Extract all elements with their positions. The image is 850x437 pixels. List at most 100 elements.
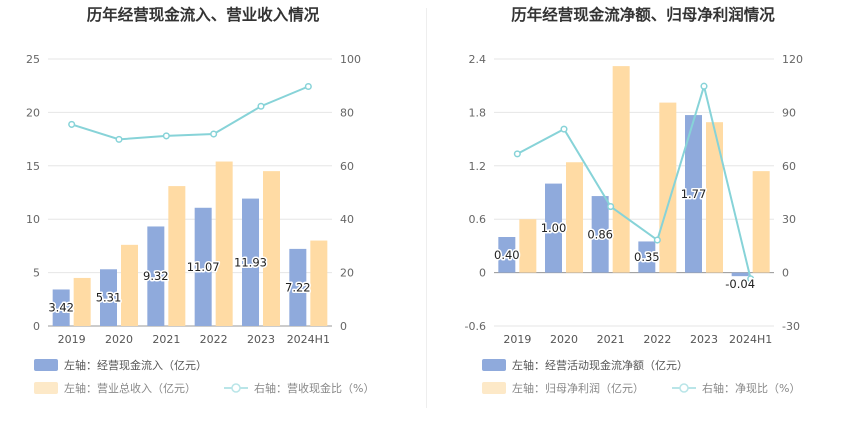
right-axis-tick-label: 90 [782, 106, 796, 119]
left-axis-tick-label: 5 [33, 267, 40, 280]
bar-data-label: 1.77 [681, 187, 707, 201]
left-axis-tick-label: 0 [33, 320, 40, 333]
bar-primary [100, 269, 117, 326]
legend-label: 右轴：营收现金比（%） [254, 381, 374, 395]
bar-secondary [612, 66, 630, 273]
bar-primary [591, 196, 609, 273]
x-axis-tick-label: 2021 [152, 333, 180, 346]
bar-data-label: 11.93 [234, 255, 267, 269]
bar-secondary [310, 240, 328, 326]
x-axis-tick-label: 2022 [200, 333, 228, 346]
bar-secondary [121, 244, 138, 326]
bar-data-label: 1.00 [541, 221, 567, 235]
chart-title: 历年经营现金流入、营业收入情况 [87, 5, 320, 24]
legend-line-marker [679, 383, 689, 393]
left-axis-tick-label: 1.8 [469, 106, 487, 119]
bar-secondary [215, 161, 233, 326]
bar-secondary [752, 171, 770, 273]
legend-swatch [482, 382, 506, 394]
right-axis-tick-label: 60 [782, 160, 796, 173]
ratio-point [162, 132, 170, 140]
left-axis-tick-label: 1.2 [469, 160, 487, 173]
ratio-point [513, 150, 521, 158]
right-axis-tick-label: 0 [340, 320, 347, 333]
ratio-point [700, 82, 708, 90]
legend-label: 左轴：归母净利润（亿元） [512, 381, 644, 395]
left-axis-tick-label: 20 [26, 106, 40, 119]
left-axis-tick-label: -0.6 [465, 320, 486, 333]
legend-swatch [482, 359, 506, 371]
legend-line-marker [231, 383, 241, 393]
bar-secondary [263, 171, 280, 326]
x-axis-tick-label: 2022 [643, 333, 671, 346]
bar-data-label: 5.31 [96, 291, 122, 305]
bar-data-label: 7.22 [285, 280, 311, 294]
right-axis-tick-label: 0 [782, 267, 789, 280]
x-axis-tick-label: 2024H1 [729, 333, 772, 346]
bar-secondary [659, 102, 677, 273]
x-axis-tick-label: 2020 [550, 333, 578, 346]
right-axis-tick-label: 40 [340, 213, 354, 226]
x-axis-tick-label: 2019 [503, 333, 531, 346]
legend-swatch [34, 359, 58, 371]
bar-primary [147, 226, 165, 326]
bar-data-label: 11.07 [187, 260, 220, 274]
x-axis-tick-label: 2023 [247, 333, 275, 346]
chart-title: 历年经营现金流净额、归母净利润情况 [511, 5, 775, 24]
x-axis-tick-label: 2024H1 [287, 333, 330, 346]
x-axis-tick-label: 2021 [597, 333, 625, 346]
net-cashflow-profit-chart: 历年经营现金流净额、归母净利润情况 -0.6 0 0.6 1.2 1.8 2.4 -30 0 30… [465, 5, 803, 395]
ratio-point [68, 120, 76, 128]
x-axis-tick-label: 2019 [58, 333, 86, 346]
bar-primary [289, 248, 307, 326]
legend-label: 左轴：经营现金流入（亿元） [64, 358, 207, 372]
bar-primary [731, 272, 749, 277]
bar-data-label: 0.40 [494, 248, 520, 262]
ratio-point [560, 125, 568, 133]
bar-secondary [706, 122, 723, 273]
cash-inflow-revenue-chart: 历年经营现金流入、营业收入情况 0 5 10 15 20 25 0 20 40 60 80 100 201… [26, 5, 374, 395]
bar-data-label: 9.32 [143, 269, 169, 283]
x-axis-tick-label: 2020 [105, 333, 133, 346]
ratio-point [257, 102, 265, 110]
legend-swatch [34, 382, 58, 394]
left-axis-tick-label: 0.6 [469, 213, 487, 226]
ratio-point [607, 203, 615, 211]
legend-label: 右轴：净现比（%） [702, 381, 800, 395]
right-axis-tick-label: 30 [782, 213, 796, 226]
bar-primary [498, 237, 516, 273]
legend-label: 左轴：营业总收入（亿元） [64, 381, 196, 395]
left-axis-tick-label: 15 [26, 160, 40, 173]
bar-secondary [566, 162, 583, 273]
bar-secondary [168, 186, 186, 326]
right-axis-tick-label: 60 [340, 160, 354, 173]
bar-secondary [73, 277, 91, 326]
right-axis-tick-label: 20 [340, 267, 354, 280]
bar-primary [685, 115, 702, 273]
bar-primary [545, 183, 562, 273]
bar-primary [638, 241, 656, 273]
bar-primary [242, 198, 259, 326]
x-axis-tick-label: 2023 [690, 333, 718, 346]
right-axis-tick-label: 80 [340, 106, 354, 119]
right-axis-tick-label: 100 [340, 53, 361, 66]
ratio-line [71, 85, 309, 141]
legend: 左轴：经营现金流入（亿元） 左轴：营业总收入（亿元） 右轴：营收现金比（%） [34, 358, 374, 395]
bar-data-label: 3.42 [48, 301, 74, 315]
ratio-point [304, 82, 312, 91]
ratio-point [115, 135, 123, 143]
bar-data-label: 0.86 [587, 227, 613, 241]
ratio-point [747, 275, 755, 283]
left-axis-tick-label: 10 [26, 213, 40, 226]
left-axis-tick-label: 2.4 [469, 53, 487, 66]
left-axis-tick-label: 25 [26, 53, 40, 66]
bar-primary [52, 289, 70, 326]
ratio-point [653, 236, 661, 244]
bar-secondary [519, 219, 537, 273]
left-axis-tick-label: 0 [479, 267, 486, 280]
panel-divider [426, 8, 427, 408]
legend-label: 左轴：经营活动现金流净额（亿元） [512, 358, 688, 372]
ratio-line [516, 82, 752, 280]
legend: 左轴：经营活动现金流净额（亿元） 左轴：归母净利润（亿元） 右轴：净现比（%） [482, 358, 800, 395]
